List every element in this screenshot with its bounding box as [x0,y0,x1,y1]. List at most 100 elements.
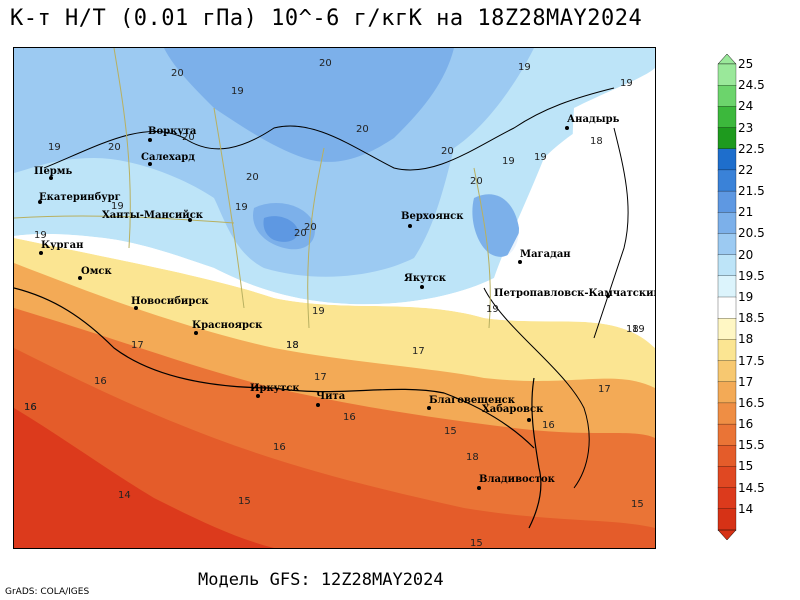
legend-tick-label: 14 [738,501,754,516]
city-dot [134,306,138,310]
city-dot [606,294,610,298]
contour-label: 19 [34,230,47,241]
legend-swatch [717,360,737,383]
city-label-irkutsk: Иркутск [250,383,300,394]
contour-label: 18 [286,340,299,351]
contour-label: 16 [343,412,356,423]
legend-tick-label: 24.5 [738,78,765,93]
legend-tick-label: 20 [738,247,754,262]
contour-label: 16 [24,402,37,413]
city-dot [527,418,531,422]
contour-label: 20 [294,228,307,239]
city-dot [518,260,522,264]
legend-swatch [717,212,737,235]
city-dot [565,126,569,130]
legend-swatch [717,148,737,171]
legend-swatch [717,381,737,404]
contour-label: 20 [182,132,195,143]
city-dot [316,403,320,407]
legend-swatch [717,63,737,86]
city-label-anadyr: Анадырь [567,114,620,125]
legend-swatch [717,508,737,531]
contour-label: 20 [108,142,121,153]
legend-tick-label: 21 [738,205,754,220]
contour-label: 20 [246,172,259,183]
legend-swatch [717,296,737,319]
legend-tick-label: 25 [738,57,754,71]
contour-label: 20 [356,124,369,135]
legend-tick-label: 15.5 [738,438,765,453]
city-dot [78,276,82,280]
legend-tick-label: 17.5 [738,353,765,368]
contour-label: 19 [486,304,499,315]
legend-swatch [717,423,737,446]
contour-label: 19 [231,86,244,97]
legend-swatch [717,466,737,489]
legend-swatch [717,318,737,341]
contour-label: 18 [286,340,299,351]
contour-label: 15 [470,538,483,549]
legend-tick-label: 23 [738,120,754,135]
contour-label: 19 [48,142,61,153]
contour-label: 19 [632,324,645,335]
city-label-khabarovsk: Хабаровск [482,404,544,415]
legend-tick-label: 18 [738,332,754,347]
legend-tick-label: 24 [738,99,754,114]
city-label-vorkuta: Воркута [148,126,197,137]
city-label-vladivostok: Владивосток [479,474,555,485]
legend-tick-label: 22 [738,162,754,177]
contour-label: 19 [235,202,248,213]
legend-swatch [717,85,737,108]
legend-top-arrow [717,53,737,65]
city-label-blagoveshchensk: Благовещенск [429,395,515,406]
contour-label: 20 [441,146,454,157]
city-label-yakutsk: Якутск [404,273,446,284]
city-dot [49,176,53,180]
legend-tick-label: 17 [738,374,754,389]
legend-swatch [717,275,737,298]
city-dot [194,331,198,335]
legend-swatch [717,169,737,192]
contour-label: 15 [444,426,457,437]
legend-tick-label: 16 [738,417,754,432]
contour-label: 20 [470,176,483,187]
city-label-ekaterinburg: Екатеринбург [39,192,121,203]
city-dot [420,285,424,289]
legend-tick-label: 19 [738,290,754,304]
legend-bottom-arrow [717,529,737,541]
city-dot [148,138,152,142]
contour-label: 19 [534,152,547,163]
chart-title: K-т H/T (0.01 гПа) 10^-6 г/кгK на 18Z28M… [10,6,643,31]
contour-label: 18 [466,452,479,463]
contour-label: 15 [238,496,251,507]
legend-swatch [717,106,737,129]
contour-label: 18 [626,324,639,335]
contour-label: 14 [118,490,131,501]
city-label-novosibirsk: Новосибирск [131,296,209,307]
legend-tick-label: 22.5 [738,141,765,156]
legend-tick-label: 15 [738,459,754,474]
legend-swatch [717,190,737,213]
contour-label: 17 [412,346,425,357]
contour-label: 20 [304,222,317,233]
contour-label: 17 [598,384,611,395]
contour-label: 20 [319,58,332,69]
city-dot [38,200,42,204]
legend-swatch [717,127,737,150]
legend-swatch [717,339,737,362]
city-label-krasnoyarsk: Красноярск [192,320,263,331]
color-legend [717,53,737,541]
legend-swatch [717,254,737,277]
credit-label: GrADS: COLA/IGES [5,587,90,597]
contour-label: 19 [111,201,124,212]
contour-label: 18 [590,136,603,147]
legend-tick-label: 19.5 [738,268,765,283]
contour-label: 16 [94,376,107,387]
city-dot [427,406,431,410]
city-dot [39,251,43,255]
contour-label: 16 [24,402,37,413]
contour-label: 16 [273,442,286,453]
model-subtitle: Модель GFS: 12Z28MAY2024 [198,570,444,590]
city-dot [188,218,192,222]
city-dot [148,162,152,166]
